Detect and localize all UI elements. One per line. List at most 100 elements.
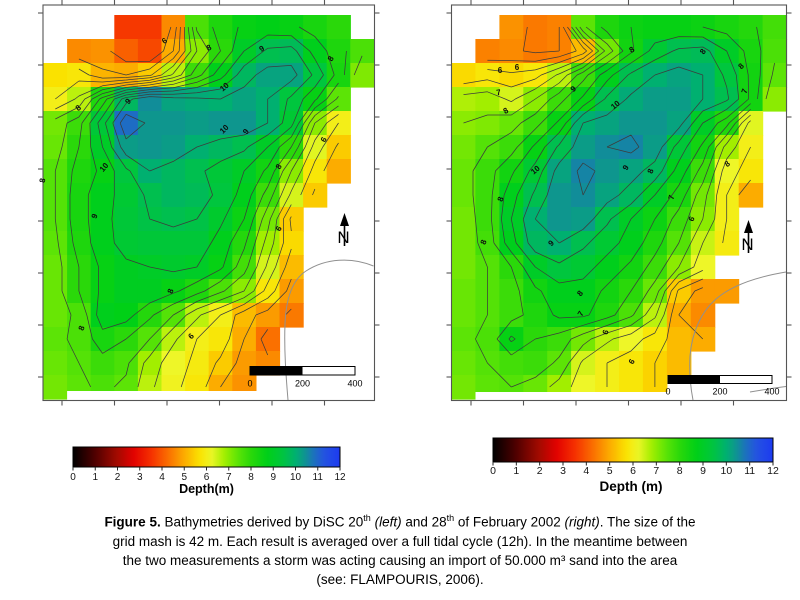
colorbar-gradient	[492, 437, 774, 463]
map-frame	[450, 4, 788, 402]
depth-grid-cells	[43, 15, 375, 400]
coastline	[284, 259, 374, 401]
colorbar-tick-label: 1	[92, 472, 98, 483]
contour-label: 9	[90, 212, 100, 220]
colorbar-tick-label: 2	[115, 472, 121, 483]
contour-label: 8	[736, 61, 746, 71]
contour-label: 9	[241, 127, 251, 136]
contour-label: 8	[274, 162, 284, 171]
colorbar-tick-label: 9	[700, 465, 706, 477]
colorbar-tick-label: 12	[334, 472, 346, 483]
contour-label: 6	[160, 36, 169, 46]
scale-bar-label: 400	[347, 379, 362, 389]
colorbar-tick-label: 4	[159, 472, 165, 483]
contour-label: 8	[74, 103, 84, 113]
contour-label: 8	[698, 47, 708, 56]
colorbar-tick-label: 5	[607, 465, 613, 477]
figure-caption: Figure 5. Bathymetries derived by DiSC 2…	[0, 509, 800, 590]
caption-line: grid mash is 42 m. Each result is averag…	[112, 533, 688, 549]
no-data-strip	[475, 392, 787, 401]
colorbar-tick-label: 10	[290, 472, 302, 483]
contour-label: 6	[498, 66, 503, 75]
contour-label: 8	[166, 287, 176, 295]
north-arrow: N	[741, 220, 754, 254]
axis-ticks	[38, 0, 380, 406]
axis-ticks	[446, 0, 792, 406]
contour-label: 6	[515, 63, 520, 72]
contour-label: 8	[77, 324, 87, 332]
colorbar-tick-label: 8	[677, 465, 683, 477]
contour-label: 8	[496, 195, 506, 203]
contour-label: 6	[186, 331, 196, 341]
contour-label: 8	[326, 54, 336, 63]
colorbar-gradient	[72, 446, 341, 468]
contour-label: 9	[621, 163, 631, 172]
colorbar-tick-label: 3	[137, 472, 143, 483]
colorbar-tick-label: 7	[653, 465, 659, 477]
colorbar-tick-label: 2	[537, 465, 543, 477]
colorbar-ticks	[72, 467, 341, 471]
contour-label: 6	[274, 224, 284, 233]
colorbar-tick-label: 6	[630, 465, 636, 477]
contour-label: 9	[258, 44, 267, 54]
scale-bar-label: 0	[665, 387, 670, 397]
contour-label: 6	[627, 357, 637, 366]
colorbar-tick-label: 5	[181, 472, 187, 483]
contour-label: 9	[569, 84, 579, 94]
contour-label: 6	[319, 135, 329, 144]
contour-label: 7	[667, 194, 677, 201]
contour-label: 8	[723, 159, 733, 169]
scale-bar-label: 400	[764, 387, 779, 397]
depth-contour-lines	[54, 26, 363, 388]
map-frame	[42, 4, 376, 402]
contour-label: 9	[546, 238, 556, 248]
contour-label: 8	[575, 288, 585, 298]
no-data-strip	[67, 391, 375, 401]
colorbar-tick-label: 6	[204, 472, 210, 483]
scale-bar: 0 200 400	[665, 375, 780, 397]
scale-bar: 0 200 400	[247, 366, 363, 389]
north-label: N	[337, 228, 349, 247]
contour-label: 6	[687, 215, 697, 223]
colorbar-left: Depth(m) 0 1 2 3 4 5 6 7 8 9 10 11 12	[70, 446, 346, 496]
north-label: N	[741, 235, 753, 254]
colorbar-tick-label: 8	[248, 472, 254, 483]
colorbar-tick-labels: 0 1 2 3 4 5 6 7 8 9 10 11 12	[70, 472, 346, 483]
colorbar-tick-label: 1	[513, 465, 519, 477]
colorbar-tick-label: 11	[744, 465, 755, 477]
colorbar-tick-label: 3	[560, 465, 566, 477]
colorbar-tick-label: 10	[720, 465, 732, 477]
colorbar-tick-label: 12	[767, 465, 779, 477]
caption-line: Figure 5. Bathymetries derived by DiSC 2…	[104, 513, 696, 530]
colorbar-ticks	[492, 462, 774, 466]
contour-label: 6	[601, 328, 611, 336]
contour-label: 7	[740, 87, 750, 95]
colorbar-tick-label: 0	[70, 472, 76, 483]
scale-bar-label: 200	[295, 379, 310, 389]
colorbar-right: Depth (m) 0 1 2 3 4 5 6 7 8 9 10 11 12	[490, 437, 779, 494]
colorbar-right-title: Depth (m)	[600, 479, 663, 494]
colorbar-tick-label: 7	[226, 472, 232, 483]
contour-label: 7	[496, 88, 502, 98]
scale-bar-label: 0	[247, 379, 252, 389]
contour-label: 8	[479, 238, 489, 246]
caption-line: (see: FLAMPOURIS, 2006).	[316, 572, 484, 588]
contour-label: 8	[646, 167, 656, 175]
contour-label: 8	[205, 42, 213, 52]
colorbar-tick-label: 11	[313, 472, 324, 483]
colorbar-tick-labels: 0 1 2 3 4 5 6 7 8 9 10 11 12	[490, 465, 779, 477]
contour-label: 9	[123, 96, 133, 106]
caption-line: the two measurements a storm was acting …	[122, 553, 678, 569]
contour-label: 8	[38, 177, 48, 183]
contour-label: 8	[502, 106, 511, 116]
depth-grid-cells	[451, 15, 788, 400]
colorbar-tick-label: 0	[490, 465, 496, 477]
contour-label: 7	[576, 309, 586, 318]
colorbar-tick-label: 9	[270, 472, 276, 483]
depth-contour-lines	[463, 26, 775, 388]
contour-label: 8	[628, 45, 637, 55]
colorbar-tick-label: 4	[583, 465, 589, 477]
